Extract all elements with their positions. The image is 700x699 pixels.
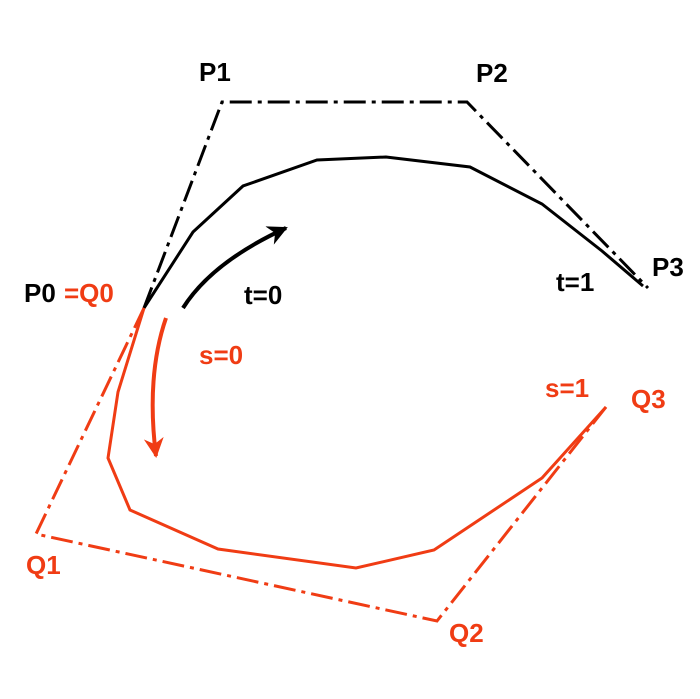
bezier-curve-p xyxy=(142,155,644,309)
control-polygon-q xyxy=(33,307,608,623)
label-t0: t=0 xyxy=(244,280,282,310)
direction-arrow-t xyxy=(181,226,288,310)
label-p1: P1 xyxy=(199,57,231,87)
direction-arrow-s xyxy=(143,317,168,458)
label-s1: s=1 xyxy=(545,373,589,403)
label-s0: s=0 xyxy=(199,340,243,370)
label-p3: P3 xyxy=(652,252,684,282)
label-p0: P0 xyxy=(24,278,56,308)
control-polygon-p xyxy=(142,100,650,309)
label-q1: Q1 xyxy=(26,550,61,580)
bezier-curve-q xyxy=(106,307,608,570)
label-q3: Q3 xyxy=(631,384,666,414)
label-p2: P2 xyxy=(476,58,508,88)
label-eq-q0: =Q0 xyxy=(64,278,114,308)
label-t1: t=1 xyxy=(556,267,594,297)
label-q2: Q2 xyxy=(449,618,484,648)
